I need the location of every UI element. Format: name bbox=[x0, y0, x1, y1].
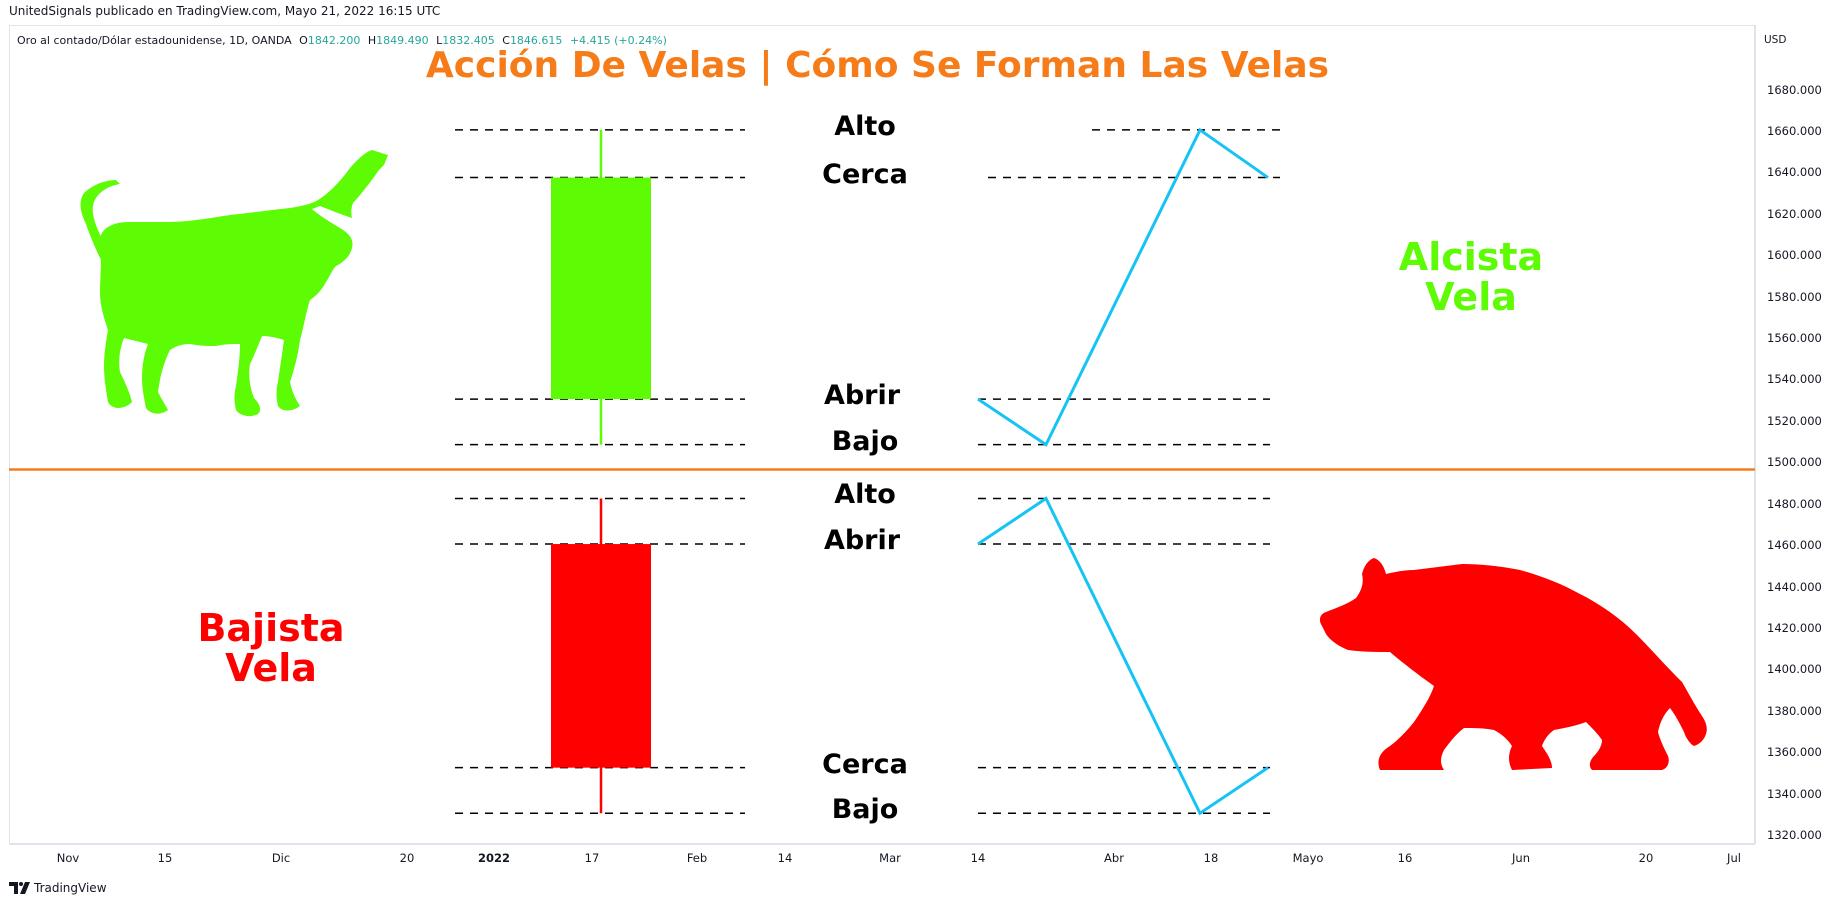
bear-candle-body bbox=[551, 544, 651, 768]
open-value: 1842.200 bbox=[307, 34, 361, 47]
chart-title: Acción De Velas | Cómo Se Forman Las Vel… bbox=[425, 45, 1330, 86]
bullish-label-line1: Alcista bbox=[1398, 235, 1544, 279]
price-tick: 1660.000 bbox=[1767, 124, 1822, 138]
tradingview-logo-icon bbox=[9, 882, 30, 894]
time-tick: 14 bbox=[777, 851, 793, 865]
price-tick: 1360.000 bbox=[1767, 745, 1822, 760]
price-tick: 1380.000 bbox=[1767, 703, 1822, 718]
price-tick: 1480.000 bbox=[1767, 496, 1822, 511]
publisher-line: UnitedSignals publicado en TradingView.c… bbox=[9, 4, 441, 18]
time-tick: 18 bbox=[1203, 851, 1219, 865]
price-tick: 1520.000 bbox=[1767, 413, 1822, 428]
time-tick: 15 bbox=[157, 851, 173, 865]
bear-price-path bbox=[977, 496, 1269, 816]
price-tick: 1620.000 bbox=[1767, 206, 1822, 221]
bear-close-label: Cerca bbox=[822, 748, 908, 780]
time-tick: Feb bbox=[686, 851, 708, 865]
high-value: 1849.490 bbox=[376, 34, 429, 47]
time-tick: Mayo bbox=[1292, 851, 1324, 865]
currency-label: USD bbox=[1764, 34, 1787, 46]
bull-low-label: Bajo bbox=[831, 425, 899, 457]
change-value: +4.415 (+0.24%) bbox=[569, 34, 667, 47]
bull-icon bbox=[80, 150, 388, 417]
price-tick: 1460.000 bbox=[1767, 538, 1822, 553]
price-tick: 1580.000 bbox=[1767, 289, 1822, 304]
bullish-candle-label: Alcista Vela bbox=[1399, 237, 1543, 317]
price-tick: 1420.000 bbox=[1767, 620, 1822, 635]
bear-high-label: Alto bbox=[834, 479, 896, 511]
price-tick: 1320.000 bbox=[1767, 828, 1822, 842]
time-tick: Abr bbox=[1104, 851, 1124, 865]
close-label: C bbox=[502, 34, 510, 47]
time-tick: Jun bbox=[1512, 851, 1530, 865]
tradingview-brand: TradingView bbox=[34, 881, 107, 895]
price-tick: 1560.000 bbox=[1767, 331, 1822, 346]
time-tick: Dic bbox=[271, 851, 291, 865]
bear-open-label: Abrir bbox=[823, 525, 901, 557]
time-tick: 20 bbox=[399, 851, 415, 865]
time-tick: 20 bbox=[1638, 851, 1654, 865]
bull-close-label: Cerca bbox=[822, 158, 908, 190]
price-tick: 1640.000 bbox=[1767, 165, 1822, 180]
bear-low-label: Bajo bbox=[831, 794, 899, 826]
bearish-label-line1: Bajista bbox=[197, 606, 345, 650]
bear-icon bbox=[1319, 558, 1707, 770]
time-tick: Jul bbox=[1727, 851, 1741, 865]
bull-high-label: Alto bbox=[834, 110, 896, 142]
price-axis-border bbox=[1755, 25, 1756, 844]
close-value: 1846.615 bbox=[509, 34, 563, 47]
bull-open-label: Abrir bbox=[823, 380, 901, 412]
low-value: 1832.405 bbox=[442, 34, 495, 47]
price-tick: 1680.000 bbox=[1767, 82, 1822, 97]
price-tick: 1540.000 bbox=[1767, 372, 1822, 387]
price-tick: 1400.000 bbox=[1767, 662, 1822, 677]
time-tick: Mar bbox=[879, 851, 901, 865]
price-tick: 1340.000 bbox=[1767, 786, 1822, 801]
bull-price-path bbox=[977, 127, 1269, 447]
time-tick: 17 bbox=[584, 851, 600, 865]
price-tick: 1500.000 bbox=[1767, 455, 1822, 470]
time-tick: Nov bbox=[56, 851, 80, 865]
time-tick: 14 bbox=[970, 851, 986, 865]
price-tick: 1600.000 bbox=[1767, 248, 1822, 263]
bearish-label-line2: Vela bbox=[225, 646, 317, 690]
time-tick: 16 bbox=[1397, 851, 1413, 865]
time-tick: 2022 bbox=[477, 851, 511, 865]
symbol-name: Oro al contado/Dólar estadounidense, 1D,… bbox=[17, 34, 292, 47]
high-label: H bbox=[367, 34, 377, 47]
bearish-candle-label: Bajista Vela bbox=[197, 608, 344, 688]
price-tick: 1440.000 bbox=[1767, 579, 1822, 594]
open-label: O bbox=[299, 34, 308, 47]
symbol-legend[interactable]: Oro al contado/Dólar estadounidense, 1D,… bbox=[17, 34, 667, 47]
chart-pane[interactable] bbox=[9, 25, 1755, 844]
low-label: L bbox=[436, 34, 443, 47]
bullish-label-line2: Vela bbox=[1425, 275, 1517, 319]
tradingview-logo[interactable]: TradingView bbox=[9, 881, 107, 895]
time-axis-border bbox=[9, 844, 1755, 845]
bull-candle-body bbox=[551, 177, 651, 400]
